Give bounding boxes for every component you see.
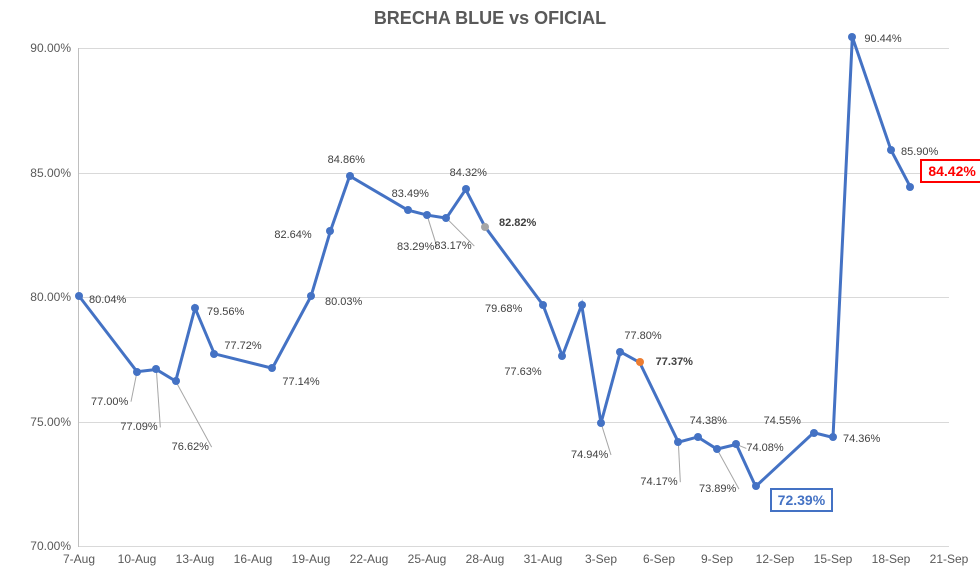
x-tick-label: 21-Sep <box>930 546 969 566</box>
data-point <box>713 445 721 453</box>
data-label: 74.94% <box>571 449 608 461</box>
data-point <box>848 33 856 41</box>
data-point <box>829 433 837 441</box>
data-point <box>752 482 760 490</box>
x-tick-label: 28-Aug <box>466 546 505 566</box>
data-point <box>636 358 644 366</box>
data-label: 90.44% <box>864 33 901 45</box>
data-label: 77.00% <box>91 396 128 408</box>
data-point <box>152 365 160 373</box>
data-label: 83.17% <box>434 240 471 252</box>
y-tick-label: 90.00% <box>30 41 79 55</box>
y-tick-label: 85.00% <box>30 166 79 180</box>
x-tick-label: 31-Aug <box>524 546 563 566</box>
data-point <box>326 227 334 235</box>
x-tick-label: 12-Sep <box>756 546 795 566</box>
x-tick-label: 15-Sep <box>814 546 853 566</box>
data-point <box>133 368 141 376</box>
data-point <box>191 304 199 312</box>
data-point <box>887 146 895 154</box>
data-label: 83.49% <box>392 188 429 200</box>
data-point <box>462 185 470 193</box>
data-point <box>558 352 566 360</box>
data-point <box>616 348 624 356</box>
data-label: 82.82% <box>499 217 536 229</box>
data-label: 74.38% <box>690 415 727 427</box>
data-label: 73.89% <box>699 483 736 495</box>
x-tick-label: 16-Aug <box>234 546 273 566</box>
data-point <box>404 206 412 214</box>
callout: 72.39% <box>770 488 833 512</box>
data-label: 74.08% <box>746 442 783 454</box>
data-point <box>307 292 315 300</box>
chart-container: BRECHA BLUE vs OFICIAL 70.00%75.00%80.00… <box>0 0 980 576</box>
x-tick-label: 25-Aug <box>408 546 447 566</box>
x-tick-label: 10-Aug <box>118 546 157 566</box>
x-tick-label: 19-Aug <box>292 546 331 566</box>
x-tick-label: 9-Sep <box>701 546 733 566</box>
data-point <box>732 440 740 448</box>
x-tick-label: 3-Sep <box>585 546 617 566</box>
data-label: 77.14% <box>282 376 319 388</box>
data-label: 85.90% <box>901 146 938 158</box>
plot-area: 70.00%75.00%80.00%85.00%90.00%7-Aug10-Au… <box>78 48 949 547</box>
data-point <box>597 419 605 427</box>
data-point <box>423 211 431 219</box>
data-point <box>539 301 547 309</box>
data-label: 77.63% <box>504 366 541 378</box>
data-point <box>346 172 354 180</box>
data-label: 84.86% <box>328 154 365 166</box>
data-point <box>481 223 489 231</box>
chart-title: BRECHA BLUE vs OFICIAL <box>0 8 980 29</box>
data-label: 74.55% <box>764 415 801 427</box>
data-label: 84.32% <box>450 167 487 179</box>
data-label: 77.80% <box>624 330 661 342</box>
x-tick-label: 13-Aug <box>176 546 215 566</box>
line-series <box>79 48 949 546</box>
data-point <box>578 301 586 309</box>
data-label: 77.37% <box>656 356 693 368</box>
data-point <box>268 364 276 372</box>
data-point <box>810 429 818 437</box>
data-label: 80.04% <box>89 294 126 306</box>
data-label: 80.03% <box>325 296 362 308</box>
data-label: 74.17% <box>640 476 677 488</box>
data-label: 82.64% <box>274 229 311 241</box>
data-label: 74.36% <box>843 433 880 445</box>
data-point <box>442 214 450 222</box>
x-tick-label: 18-Sep <box>872 546 911 566</box>
data-point <box>694 433 702 441</box>
data-label: 76.62% <box>172 441 209 453</box>
y-tick-label: 75.00% <box>30 415 79 429</box>
data-point <box>210 350 218 358</box>
data-label: 79.68% <box>485 303 522 315</box>
x-tick-label: 7-Aug <box>63 546 95 566</box>
data-point <box>75 292 83 300</box>
data-label: 77.09% <box>120 421 157 433</box>
y-tick-label: 80.00% <box>30 290 79 304</box>
callout: 84.42% <box>920 159 980 183</box>
data-label: 77.72% <box>224 340 261 352</box>
data-label: 79.56% <box>207 306 244 318</box>
data-point <box>172 377 180 385</box>
x-tick-label: 6-Sep <box>643 546 675 566</box>
data-point <box>674 438 682 446</box>
data-label: 83.29% <box>397 241 434 253</box>
data-point <box>906 183 914 191</box>
x-tick-label: 22-Aug <box>350 546 389 566</box>
